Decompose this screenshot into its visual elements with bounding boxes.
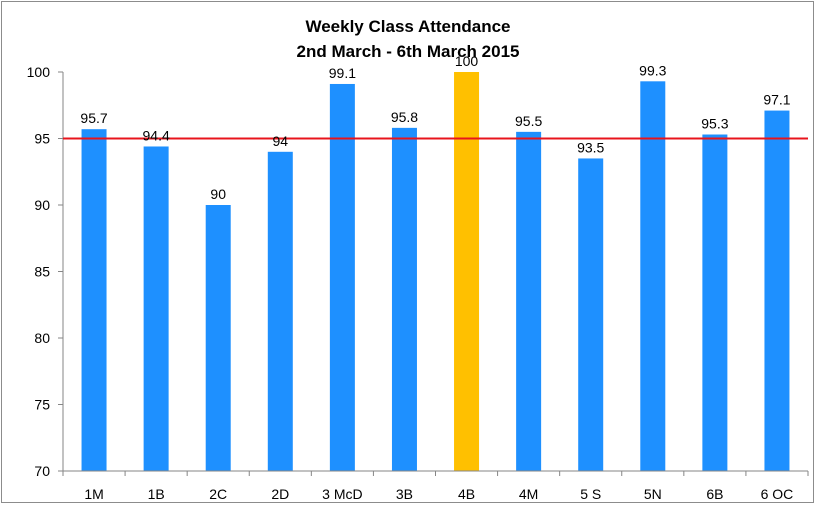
bar-1m: [81, 129, 107, 471]
data-label: 99.3: [639, 62, 666, 78]
data-label: 94.4: [143, 127, 170, 143]
x-tick-label: 4M: [519, 486, 538, 502]
bar-1b: [143, 146, 169, 472]
data-label: 100: [455, 53, 479, 69]
bar-3-mcd: [329, 83, 355, 471]
y-tick-label: 95: [34, 131, 50, 147]
chart-title: Weekly Class Attendance: [305, 17, 510, 36]
x-tick-label: 5N: [644, 486, 662, 502]
bar-2c: [205, 205, 231, 471]
y-tick-label: 90: [34, 197, 50, 213]
data-label: 97.1: [763, 92, 790, 108]
y-tick-label: 70: [34, 463, 50, 479]
x-tick-label: 3B: [396, 486, 413, 502]
data-label: 95.5: [515, 113, 542, 129]
bar-4b: [454, 72, 480, 471]
y-tick-label: 100: [27, 64, 51, 80]
bar-2d: [267, 151, 293, 472]
chart-subtitle: 2nd March - 6th March 2015: [297, 42, 520, 61]
x-tick-label: 6B: [706, 486, 723, 502]
y-tick-label: 85: [34, 264, 50, 280]
x-tick-label: 5 S: [580, 486, 601, 502]
y-tick-label: 80: [34, 330, 50, 346]
x-tick-label: 1B: [148, 486, 165, 502]
data-label: 90: [210, 186, 226, 202]
x-tick-label: 3 McD: [322, 486, 362, 502]
data-label: 95.7: [80, 110, 107, 126]
bar-6b: [702, 134, 728, 471]
x-tick-label: 2C: [209, 486, 227, 502]
x-tick-label: 2D: [271, 486, 289, 502]
y-tick-label: 75: [34, 397, 50, 413]
bar-4m: [516, 131, 542, 471]
x-tick-label: 4B: [458, 486, 475, 502]
bar-5n: [640, 81, 666, 471]
data-label: 93.5: [577, 139, 604, 155]
bar-6-oc: [764, 110, 790, 471]
x-tick-label: 6 OC: [761, 486, 794, 502]
data-label: 99.1: [329, 65, 356, 81]
data-label: 94: [273, 133, 289, 149]
bar-3b: [391, 127, 417, 472]
x-tick-label: 1M: [84, 486, 103, 502]
data-label: 95.8: [391, 109, 418, 125]
bar-5-s: [578, 158, 604, 471]
data-label: 95.3: [701, 116, 728, 132]
